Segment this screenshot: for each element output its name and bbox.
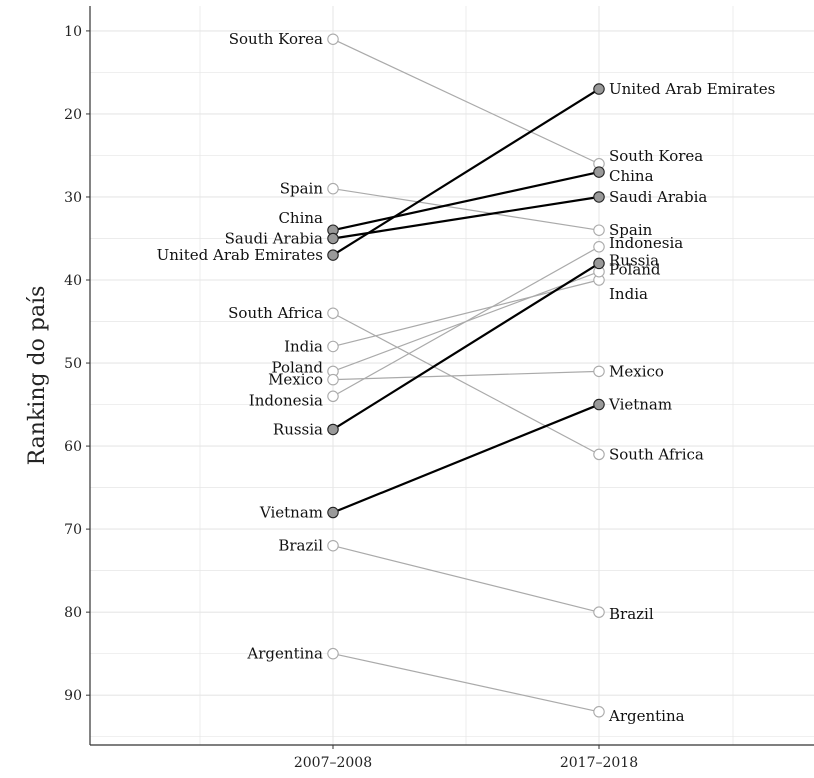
label-start-india: India — [284, 337, 323, 355]
label-start-united-arab-emirates: United Arab Emirates — [157, 246, 323, 264]
label-end-brazil: Brazil — [609, 605, 654, 623]
label-end-saudi-arabia: Saudi Arabia — [609, 188, 707, 206]
point-russia-end — [593, 257, 605, 270]
series-line-mexico — [332, 370, 600, 381]
point-united-arab-emirates-start — [327, 249, 339, 261]
label-start-mexico: Mexico — [268, 371, 323, 389]
point-united-arab-emirates-end — [593, 83, 605, 95]
point-argentina-start — [327, 647, 339, 660]
grid — [90, 6, 814, 745]
x-tick-label: 2017–2018 — [560, 755, 638, 771]
label-end-poland: Poland — [609, 261, 661, 279]
series-lines — [332, 38, 600, 713]
series-line-china — [332, 170, 600, 232]
label-end-spain: Spain — [609, 221, 653, 239]
label-end-india: India — [609, 285, 648, 303]
label-start-south-korea: South Korea — [229, 30, 323, 48]
label-end-south-korea: South Korea — [609, 147, 703, 165]
series-line-argentina — [332, 653, 600, 713]
point-vietnam-end — [593, 398, 605, 411]
country-labels: South Korea South Korea Spain Spain China Chi… — [157, 30, 776, 725]
label-start-saudi-arabia: Saudi Arabia — [225, 229, 323, 247]
point-spain-end — [593, 224, 605, 236]
series-line-brazil — [332, 545, 600, 613]
point-indonesia-end — [593, 241, 605, 253]
label-end-south-africa: South Africa — [609, 445, 704, 463]
y-tick-label: 80 — [64, 605, 82, 621]
point-saudi-arabia-end — [593, 191, 605, 203]
label-start-poland: Poland — [271, 358, 323, 376]
axes: 10 20 30 40 50 60 70 80 90 2007–2008 2017–2018 — [64, 6, 814, 771]
series-line-vietnam — [332, 403, 600, 514]
series-line-russia — [332, 262, 600, 431]
series-points — [327, 33, 605, 718]
point-brazil-start — [327, 539, 339, 552]
label-end-china: China — [609, 167, 654, 185]
point-vietnam-start — [327, 506, 339, 519]
y-tick-label: 90 — [64, 688, 82, 704]
x-tick-label: 2007–2008 — [294, 755, 372, 771]
label-start-vietnam: Vietnam — [259, 504, 323, 522]
label-start-brazil: Brazil — [278, 537, 323, 555]
y-tick-label: 30 — [64, 190, 82, 206]
series-line-saudi-arabia — [332, 195, 600, 240]
label-end-indonesia: Indonesia — [609, 234, 683, 252]
series-line-united-arab-emirates — [332, 88, 600, 257]
label-start-argentina: Argentina — [246, 645, 323, 663]
y-tick-label: 20 — [64, 107, 82, 123]
label-end-mexico: Mexico — [609, 362, 664, 380]
label-start-russia: Russia — [273, 420, 323, 438]
y-tick-label: 70 — [64, 522, 82, 538]
point-saudi-arabia-start — [327, 232, 339, 245]
y-tick-label: 60 — [64, 439, 82, 455]
point-spain-start — [327, 182, 339, 195]
point-mexico-end — [593, 365, 605, 378]
series-line-south-korea — [332, 38, 600, 165]
point-russia-start — [327, 423, 339, 436]
label-start-china: China — [278, 209, 323, 227]
point-south-africa-start — [327, 307, 339, 319]
point-mexico-start — [327, 373, 339, 386]
point-indonesia-start — [327, 390, 339, 403]
label-end-united-arab-emirates: United Arab Emirates — [609, 80, 775, 98]
point-india-start — [327, 340, 339, 353]
point-argentina-end — [593, 706, 605, 718]
y-tick-label: 10 — [64, 24, 82, 40]
y-tick-label: 50 — [64, 356, 82, 372]
point-south-korea-start — [327, 33, 339, 45]
series-line-indonesia — [332, 246, 600, 397]
y-axis-title: Ranking do país — [25, 286, 50, 466]
label-start-spain: Spain — [280, 180, 324, 198]
point-china-end — [593, 166, 605, 178]
series-line-south-africa — [332, 312, 600, 455]
label-end-vietnam: Vietnam — [608, 396, 672, 414]
label-start-indonesia: Indonesia — [249, 391, 323, 409]
label-end-russia: Russia — [609, 251, 659, 269]
y-tick-label: 40 — [64, 273, 82, 289]
label-end-argentina: Argentina — [608, 707, 685, 725]
label-start-south-africa: South Africa — [228, 304, 323, 322]
series-line-spain — [332, 188, 600, 231]
point-brazil-end — [593, 606, 605, 618]
point-south-africa-end — [593, 448, 605, 461]
